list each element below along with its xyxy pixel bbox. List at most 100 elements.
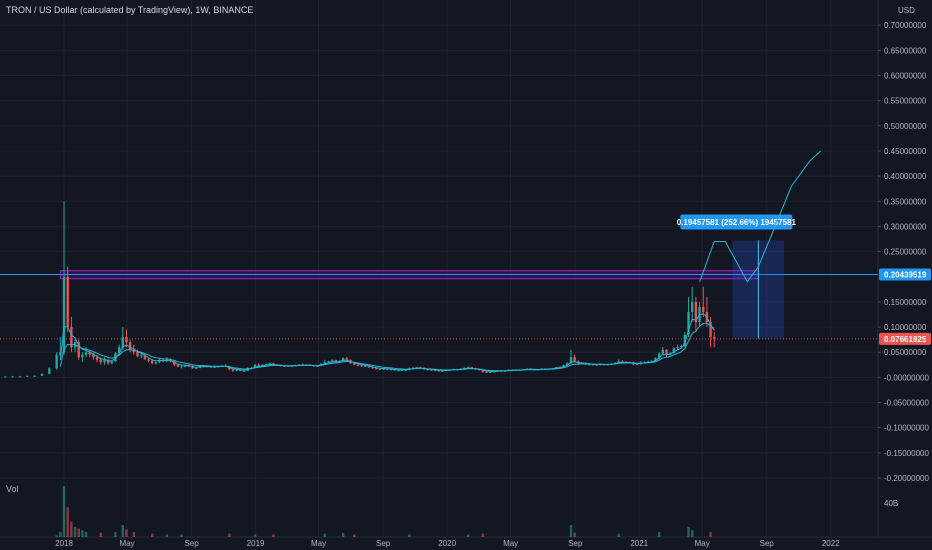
x-tick-label: May [503,539,518,548]
price-axis[interactable]: 0.70000000 0.65000000 0.60000000 0.55000000… [878,21,931,508]
candle-body [95,357,99,360]
candle-body [242,370,246,372]
projection-path[interactable] [699,150,822,283]
candle-body [316,365,319,367]
volume-bar [342,532,345,537]
volume-bar [573,532,576,537]
volume-label: Vol [6,484,19,494]
volume-bar [84,531,88,537]
candle-body [88,352,91,355]
x-tick-label: May [695,539,710,548]
candle-body [81,354,84,358]
candle-body [345,358,349,361]
candle-body [331,360,334,362]
y-tick-label: 0.30000000 [884,222,927,231]
candle-body [661,349,665,354]
candle-body [136,352,139,357]
candle-body [635,363,639,365]
candle-body [110,361,113,364]
volume-bar [481,533,485,537]
candle-body [371,367,374,369]
current-price-badge [879,332,931,345]
y-tick-label: 0.10000000 [884,323,927,332]
volume-bar [73,526,77,537]
candle-body [426,369,429,371]
volume-bar [569,525,573,537]
volume-bar [121,525,125,537]
candle-body [485,371,488,373]
candle-body [356,364,360,366]
x-tick-label: May [311,539,326,548]
y-tick-label: 0.55000000 [884,97,927,106]
volume-bar [81,530,84,537]
candle-body [55,354,58,369]
x-tick-label: 2021 [630,539,648,548]
candle-body [566,363,569,366]
y-tick-label: -0.05000000 [884,399,929,408]
y-tick-label: 0.60000000 [884,71,927,80]
volume-bar [691,530,694,537]
chart-title: TRON / US Dollar (calculated by TradingV… [6,5,253,15]
y-tick-label: -0.00000000 [884,373,929,382]
candle-body [437,370,440,372]
level-price-badge [879,268,931,281]
candle-body [268,363,271,365]
y-tick-label: 0.50000000 [884,122,927,131]
measure-label-bg [680,214,793,230]
volume-bar [408,534,411,537]
candle-body [213,366,216,368]
volume-bar [114,531,117,537]
candle-body [562,365,565,367]
volume-bar [66,507,69,537]
candle-body [389,369,393,371]
candle-body [59,352,62,355]
time-axis[interactable]: 2018 May Sep 2019 May Sep 2020 May Sep 2021 May Sep… [55,539,840,548]
candle-body [70,327,73,348]
candle-body [286,365,290,367]
candle-body [4,376,7,378]
candle-body [84,352,88,355]
volume-bar [150,533,154,537]
candle-body [125,337,128,343]
candle-body [77,342,80,358]
candle-body [477,369,481,371]
candle-body [709,322,712,338]
y-tick-label: 0.35000000 [884,197,927,206]
candle-body [66,276,69,328]
volume-bar [125,529,128,537]
volume-bar [228,533,231,537]
candle-body [323,362,327,364]
volume-bar [132,531,136,537]
candle-body [173,361,176,365]
candle-body [132,349,136,353]
candle-body [180,366,183,368]
candle-body [665,349,668,355]
candle-body [353,363,356,365]
volume-bar [180,534,183,537]
candle-body [235,369,238,371]
candle-body [342,358,345,361]
candle-body [150,360,154,364]
y-tick-label: 0.05000000 [884,348,927,357]
candle-body [360,365,363,367]
annotation-layer[interactable]: 0.19457581 (252.66%) 19457581 [0,214,878,340]
volume-bar [353,534,356,537]
candle-body [334,360,338,363]
y-tick-label: 0.70000000 [884,21,927,30]
candle-body [195,367,198,369]
volume-bar [70,521,73,537]
candle-body [187,365,191,367]
x-tick-label: 2018 [55,539,73,548]
candle-body [261,364,264,366]
volume-bar [657,531,661,537]
candle-body [595,364,598,366]
candle-body [687,311,690,335]
candle-body [92,354,95,358]
candle-body [588,364,591,366]
volume-bar [466,534,470,537]
x-tick-label: 2019 [247,539,265,548]
candle-body [378,368,382,370]
ma-line-slow [59,322,715,372]
y-tick-label: -0.20000000 [884,474,929,483]
